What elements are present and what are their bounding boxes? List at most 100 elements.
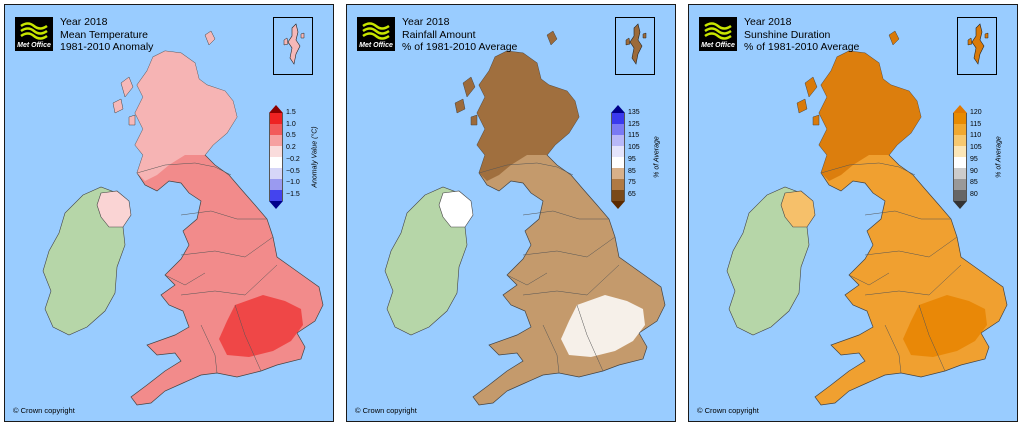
region-boundary-3 [522, 264, 620, 296]
legend-swatch [612, 124, 624, 135]
legend-max-arrow-icon [953, 105, 967, 113]
logo-label: Met Office [17, 42, 51, 49]
copyright-notice: © Crown copyright [697, 406, 759, 415]
logo-label: Met Office [701, 42, 735, 49]
island-0 [462, 76, 476, 98]
legend-tick-label: 95 [628, 155, 636, 163]
legend-tick-label: 110 [970, 132, 982, 140]
legend-swatch [270, 146, 282, 157]
shetland-islands [283, 23, 305, 65]
legend-tick-label: 105 [628, 144, 640, 152]
island-3 [128, 114, 136, 126]
legend-swatch [954, 168, 966, 179]
met-office-logo: Met Office [699, 17, 737, 51]
legend-tick-label: 1.5 [286, 109, 296, 116]
map-title: Year 2018 Sunshine Duration% of 1981-2010… [744, 16, 859, 54]
legend-tick-label: 90 [970, 167, 978, 175]
region-boundary-5 [884, 324, 902, 374]
legend-min-arrow-icon [611, 201, 625, 209]
legend-swatch [612, 146, 624, 157]
legend-tick-label: −1.5 [286, 190, 300, 198]
map-panel-rainfall: Met Office Year 2018 Rainfall Amount% of 1… [346, 4, 676, 422]
legend-tick-label: 0.5 [286, 132, 296, 140]
copyright-notice: © Crown copyright [355, 406, 417, 415]
legend-swatch [612, 157, 624, 168]
legend-tick-label: 1.0 [286, 120, 296, 128]
legend-axis-label: % of Average [653, 136, 661, 178]
met-office-logo: Met Office [357, 17, 395, 51]
legend-tick-label: 85 [970, 179, 978, 187]
island-1 [454, 98, 466, 114]
island-3 [470, 114, 478, 126]
region-boundary-6 [164, 272, 206, 286]
title-variable: Rainfall Amount [402, 28, 476, 41]
northern-ireland-landmass [780, 190, 816, 228]
uk-map [384, 30, 666, 406]
region-boundary-4 [576, 304, 604, 372]
title-baseline: 1981-2010 Anomaly [60, 41, 154, 53]
legend-swatch [270, 190, 282, 201]
region-boundary-0 [478, 162, 574, 176]
legend-swatch [270, 113, 282, 124]
region-boundary-1 [864, 210, 951, 220]
legend-swatch [612, 135, 624, 146]
legend-tick-label: −0.2 [286, 155, 300, 163]
legend-swatch [270, 157, 282, 168]
legend-tick-label: 135 [628, 109, 640, 116]
region-boundary-5 [542, 324, 560, 374]
title-baseline: % of 1981-2010 Average [402, 41, 518, 53]
shetland-inset [273, 17, 313, 75]
region-boundary-1 [180, 210, 267, 220]
map-title: Year 2018 Mean Temperature 1981-2010 Anoma… [60, 16, 153, 54]
shetland-islands [625, 23, 647, 65]
legend-swatch [612, 113, 624, 124]
legend-tick-label: 125 [628, 120, 640, 128]
region-boundary-4 [234, 304, 262, 372]
island-1 [796, 98, 808, 114]
legend-swatch [954, 124, 966, 135]
legend-swatch [270, 168, 282, 179]
title-variable: Mean Temperature [60, 28, 148, 41]
colour-scale-legend: 120 115 110 105 95 90 85 80 % of Average [953, 105, 1017, 220]
island-1 [112, 98, 124, 114]
legend-colour-bar [269, 113, 283, 201]
region-boundary-2 [180, 236, 274, 258]
legend-colour-bar [611, 113, 625, 201]
uk-map [726, 30, 1008, 406]
legend-tick-label: 95 [970, 155, 978, 163]
legend-swatch [954, 179, 966, 190]
region-boundary-5 [200, 324, 218, 374]
island-2 [204, 30, 216, 46]
south-east-region-fill [561, 295, 645, 357]
legend-swatch [954, 135, 966, 146]
shetland-inset [957, 17, 997, 75]
northern-ireland-landmass [96, 190, 132, 228]
legend-swatch [612, 190, 624, 201]
island-2 [888, 30, 900, 46]
colour-scale-legend: 135 125 115 105 95 85 75 65 % of Average [611, 105, 675, 220]
shetland-islands [967, 23, 989, 65]
legend-swatch [954, 157, 966, 168]
met-office-logo: Met Office [15, 17, 53, 51]
colour-scale-legend: 1.5 1.0 0.5 0.2 −0.2 −0.5 −1.0 −1.5 Anomaly Valu… [269, 105, 333, 220]
legend-max-arrow-icon [269, 105, 283, 113]
legend-swatch [270, 135, 282, 146]
legend-tick-label: 80 [970, 190, 978, 198]
met-office-waves-icon [704, 22, 732, 40]
title-variable: Sunshine Duration [744, 28, 831, 41]
uk-map [42, 30, 324, 406]
legend-tick-label: 115 [970, 120, 982, 128]
title-year: Year 2018 [402, 16, 450, 28]
region-boundary-2 [864, 236, 958, 258]
scotland-region-fill [819, 51, 921, 181]
copyright-notice: © Crown copyright [13, 406, 75, 415]
island-0 [120, 76, 134, 98]
region-boundary-3 [864, 264, 962, 296]
legend-tick-label: 65 [628, 190, 636, 198]
legend-swatch [954, 146, 966, 157]
title-year: Year 2018 [60, 16, 108, 28]
scotland-region-fill [135, 51, 237, 181]
legend-max-arrow-icon [611, 105, 625, 113]
map-title: Year 2018 Rainfall Amount% of 1981-2010 A… [402, 16, 517, 54]
island-3 [812, 114, 820, 126]
